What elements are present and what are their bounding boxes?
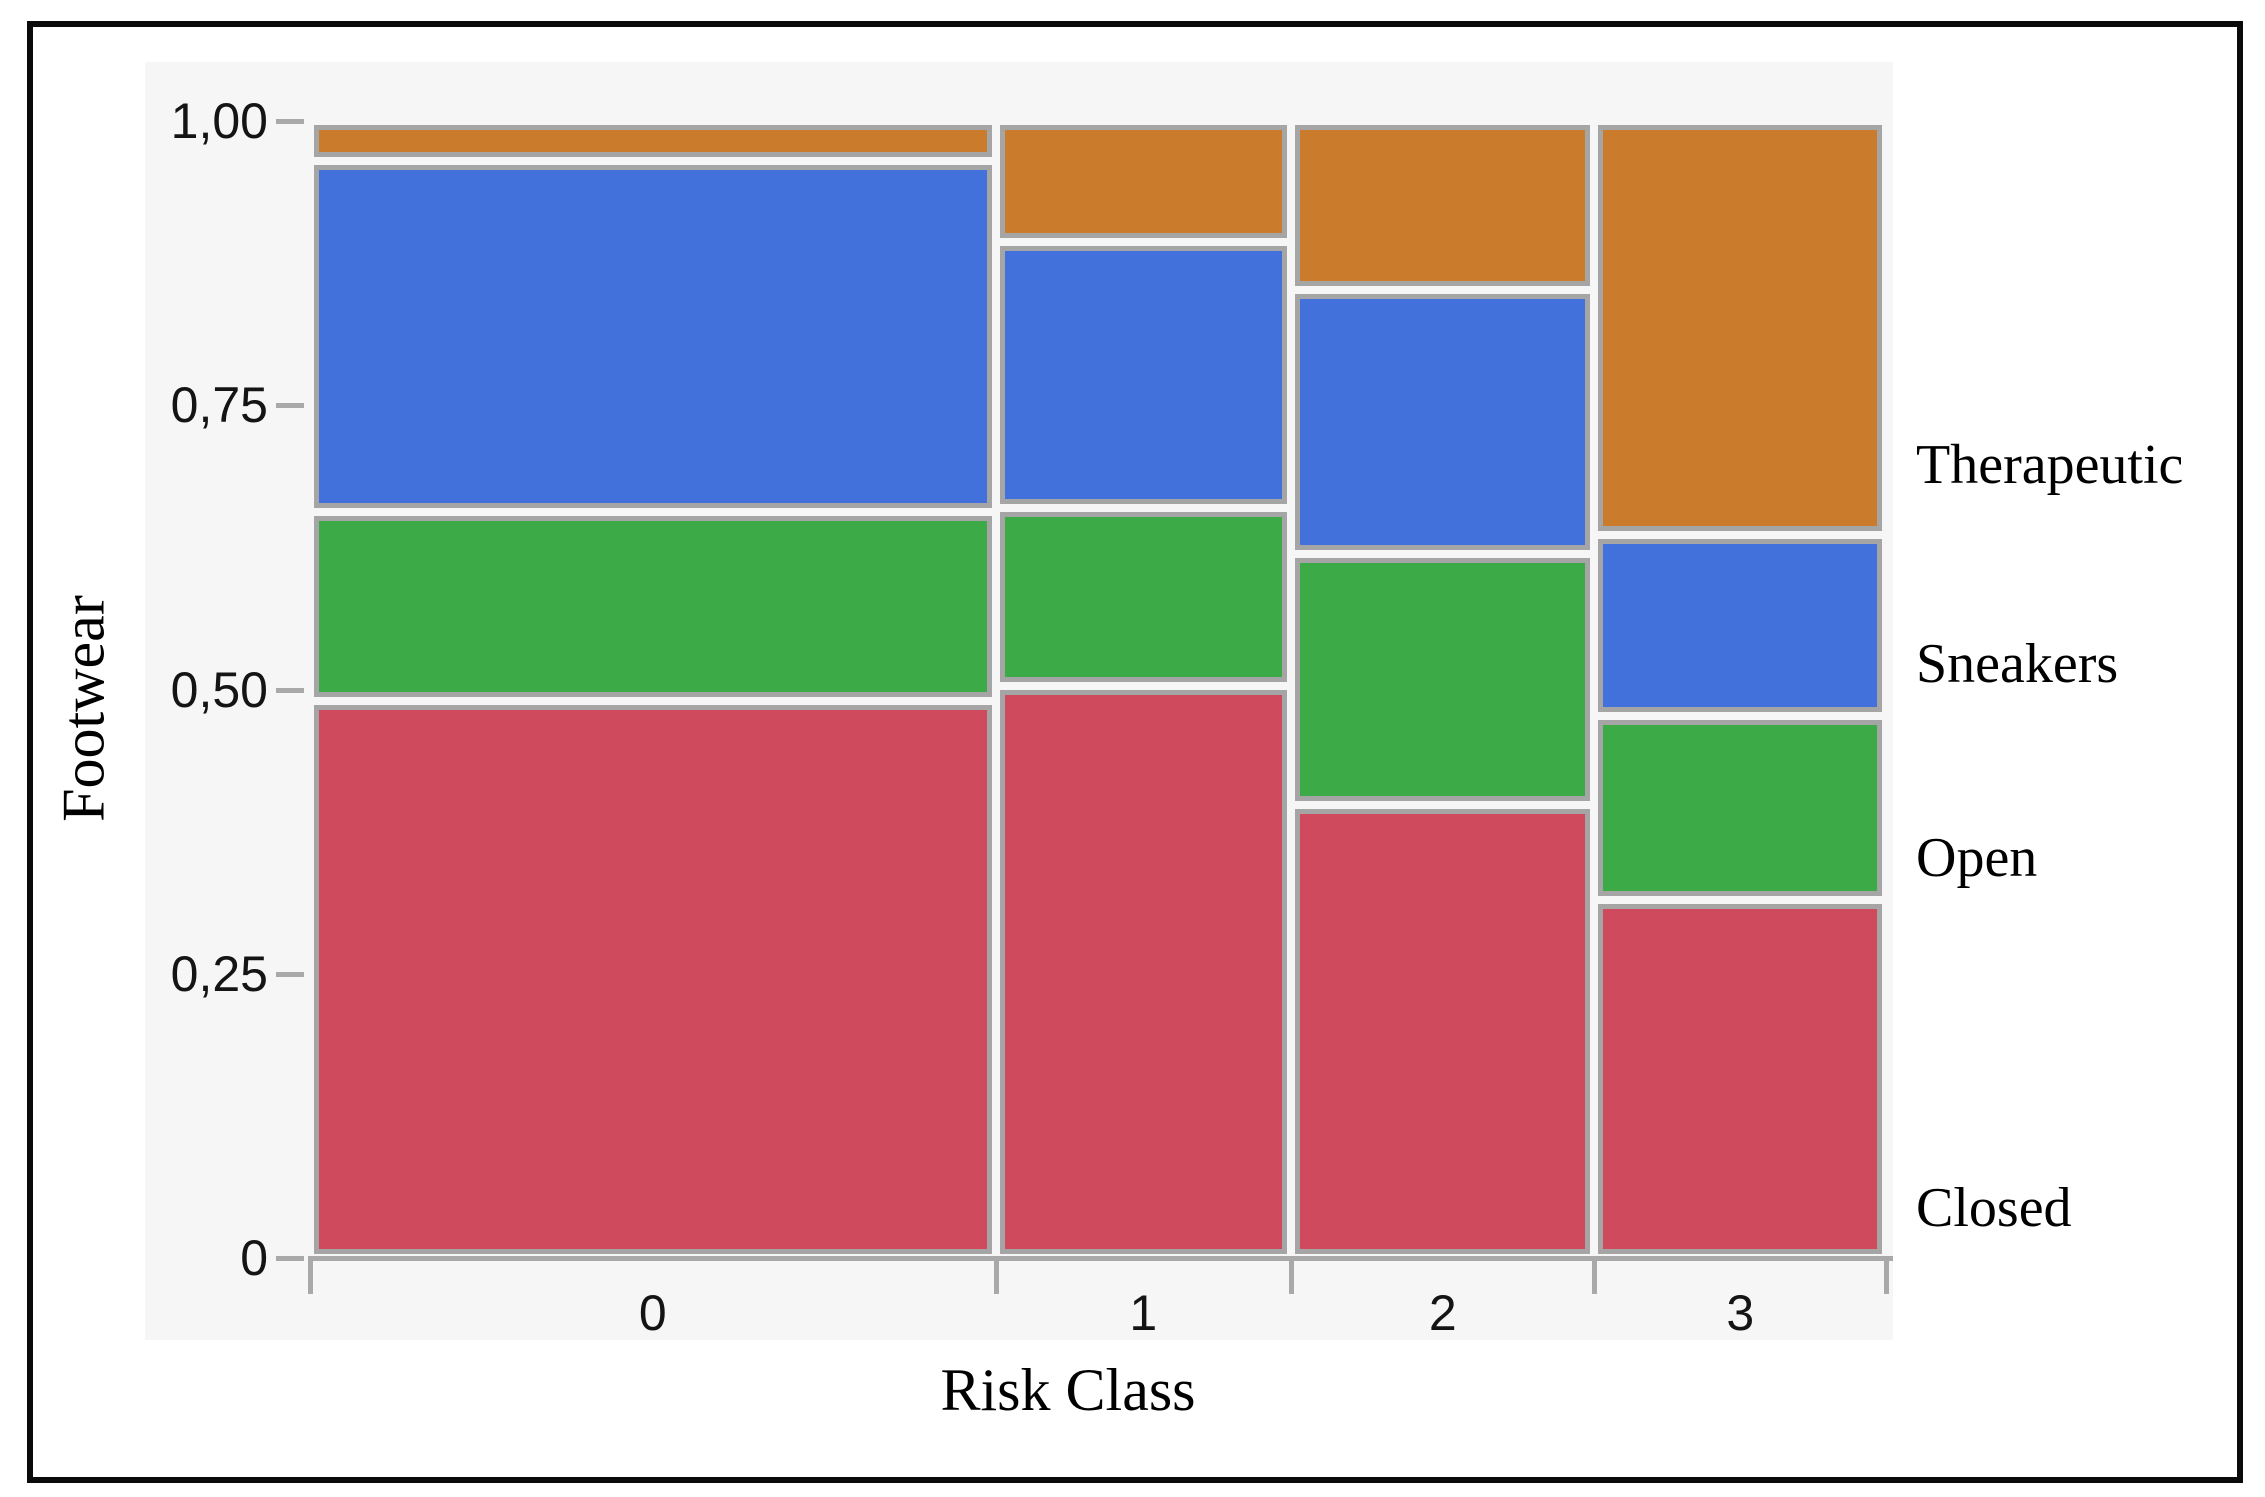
y-tick-label-0,25: 0,25 bbox=[170, 945, 268, 1002]
mosaic-segment-risk3-closed[interactable] bbox=[1598, 903, 1882, 1254]
mosaic-segment-risk3-sneakers[interactable] bbox=[1598, 538, 1882, 712]
mosaic-segment-risk3-therapeutic[interactable] bbox=[1598, 125, 1882, 531]
x-tick-label-2: 2 bbox=[1428, 1285, 1457, 1341]
x-axis-line bbox=[310, 1256, 1893, 1261]
mosaic-chart-area bbox=[310, 121, 1886, 1258]
x-tick bbox=[1884, 1256, 1889, 1294]
x-tick-label-3: 3 bbox=[1726, 1285, 1755, 1341]
mosaic-segment-risk1-closed[interactable] bbox=[999, 690, 1288, 1254]
mosaic-segment-risk0-open[interactable] bbox=[314, 516, 992, 697]
x-tick bbox=[1592, 1256, 1598, 1294]
mosaic-segment-risk2-therapeutic[interactable] bbox=[1295, 125, 1591, 287]
y-tick-label-0: 0 bbox=[240, 1230, 268, 1286]
x-tick-label-0: 0 bbox=[638, 1285, 667, 1341]
y-tick bbox=[276, 403, 304, 409]
mosaic-segment-risk1-open[interactable] bbox=[999, 511, 1288, 683]
y-tick bbox=[276, 687, 304, 693]
mosaic-segment-risk2-sneakers[interactable] bbox=[1295, 294, 1591, 551]
x-tick bbox=[308, 1256, 313, 1294]
mosaic-segment-risk0-therapeutic[interactable] bbox=[314, 125, 992, 157]
legend-label-closed: Closed bbox=[1916, 1176, 2072, 1239]
mosaic-segment-risk1-therapeutic[interactable] bbox=[999, 125, 1288, 238]
y-tick-label-0,50: 0,50 bbox=[170, 661, 268, 718]
y-tick bbox=[276, 1256, 304, 1261]
y-tick-label-0,75: 0,75 bbox=[170, 377, 268, 434]
y-tick-label-1,00: 1,00 bbox=[170, 93, 268, 149]
mosaic-segment-risk2-closed[interactable] bbox=[1295, 809, 1591, 1254]
y-tick bbox=[276, 971, 304, 977]
x-tick bbox=[1289, 1256, 1295, 1294]
mosaic-segment-risk0-sneakers[interactable] bbox=[314, 164, 992, 509]
mosaic-segment-risk1-sneakers[interactable] bbox=[999, 245, 1288, 504]
mosaic-segment-risk2-open[interactable] bbox=[1295, 558, 1591, 802]
y-axis-title: Footwear bbox=[50, 595, 117, 822]
mosaic-segment-risk0-closed[interactable] bbox=[314, 704, 992, 1254]
legend-label-open: Open bbox=[1916, 827, 2038, 889]
legend-label-therapeutic: Therapeutic bbox=[1916, 434, 2184, 497]
mosaic-segment-risk3-open[interactable] bbox=[1598, 719, 1882, 896]
legend-label-sneakers: Sneakers bbox=[1916, 633, 2119, 696]
x-axis-title: Risk Class bbox=[940, 1357, 1196, 1423]
x-tick-label-1: 1 bbox=[1129, 1285, 1158, 1341]
y-tick bbox=[276, 119, 304, 124]
x-tick bbox=[993, 1256, 999, 1294]
